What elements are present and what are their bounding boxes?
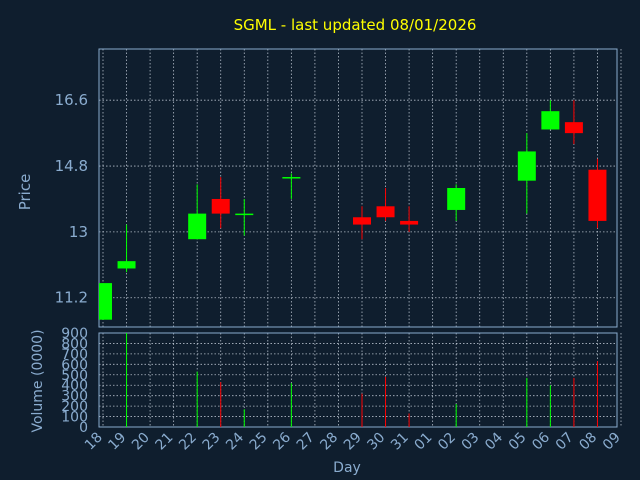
x-tick-label: 25 xyxy=(247,430,271,454)
grid-layer xyxy=(99,49,622,428)
candle xyxy=(400,206,419,232)
candle-body xyxy=(99,283,112,320)
volume-axis-title: Volume (0000) xyxy=(30,329,46,432)
candle-body xyxy=(541,111,560,130)
plot-frames xyxy=(98,48,618,428)
x-tick-label: 29 xyxy=(341,430,365,454)
x-tick-label: 03 xyxy=(459,430,483,454)
volume-tick-label: 300 xyxy=(61,389,88,405)
volume-tick-label: 600 xyxy=(61,357,88,373)
candle xyxy=(188,184,207,240)
x-tick-label: 08 xyxy=(576,430,600,454)
volume-tick-label: 200 xyxy=(61,399,88,415)
price-tick-label: 13 xyxy=(69,223,88,241)
candle xyxy=(235,198,254,236)
candle xyxy=(564,100,583,145)
x-tick-label: 09 xyxy=(600,430,624,454)
x-tick-label: 05 xyxy=(506,430,530,454)
candle xyxy=(211,177,230,229)
price-plot-frame xyxy=(98,48,618,328)
candle xyxy=(376,188,395,221)
candle-body xyxy=(564,122,583,134)
x-tick-label: 21 xyxy=(153,430,177,454)
x-tick-label: 06 xyxy=(529,429,553,453)
x-tick-label: 20 xyxy=(129,430,153,454)
candle-body xyxy=(400,220,419,225)
candle-body xyxy=(235,213,254,216)
volume-tick-label: 400 xyxy=(61,378,88,394)
candle xyxy=(99,283,112,320)
volume-tick-label: 0 xyxy=(79,420,88,436)
candle-body xyxy=(282,177,301,179)
candle xyxy=(588,158,607,229)
candle-body xyxy=(188,213,207,240)
x-tick-label: 28 xyxy=(317,430,341,454)
candle-body xyxy=(376,206,395,218)
x-tick-label: 26 xyxy=(270,429,294,453)
volume-tick-label: 800 xyxy=(61,336,88,352)
x-axis-title: Day xyxy=(333,460,361,476)
x-tick-label: 02 xyxy=(435,430,459,454)
candle-body xyxy=(517,151,536,181)
x-tick-label: 07 xyxy=(553,430,577,454)
volume-tick-label: 700 xyxy=(61,347,88,363)
volume-tick-label: 100 xyxy=(61,410,88,426)
chart-title: SGML - last updated 08/01/2026 xyxy=(234,16,477,34)
price-axis-title: Price xyxy=(16,174,34,211)
candle xyxy=(117,224,136,273)
volume-tick-label: 900 xyxy=(61,326,88,342)
x-tick-label: 31 xyxy=(388,430,412,454)
chart-marks xyxy=(99,100,607,427)
x-tick-label: 04 xyxy=(482,429,506,453)
x-tick-label: 30 xyxy=(364,430,388,454)
candle-body xyxy=(211,198,230,214)
candle xyxy=(282,173,301,199)
candle xyxy=(541,100,560,130)
x-tick-label: 19 xyxy=(105,430,129,454)
x-tick-label: 01 xyxy=(412,430,436,454)
candle-body xyxy=(353,217,371,225)
candle-body xyxy=(447,188,466,210)
price-tick-label: 14.8 xyxy=(55,157,88,175)
price-tick-label: 11.2 xyxy=(55,289,88,307)
candle xyxy=(447,184,466,221)
candle-body xyxy=(117,261,136,269)
volume-tick-label: 500 xyxy=(61,368,88,384)
x-tick-label: 24 xyxy=(223,429,247,453)
price-tick-label: 16.6 xyxy=(55,91,88,109)
x-tick-label: 27 xyxy=(294,430,318,454)
candle-body xyxy=(588,169,607,221)
candle xyxy=(353,206,371,240)
x-tick-label: 23 xyxy=(200,430,224,454)
volume-plot-frame xyxy=(98,332,618,428)
axis-labels: 11.2 13 14.8 16.6 01002003004005006007008009… xyxy=(55,91,624,453)
candle xyxy=(517,133,536,214)
x-tick-label: 22 xyxy=(176,430,200,454)
